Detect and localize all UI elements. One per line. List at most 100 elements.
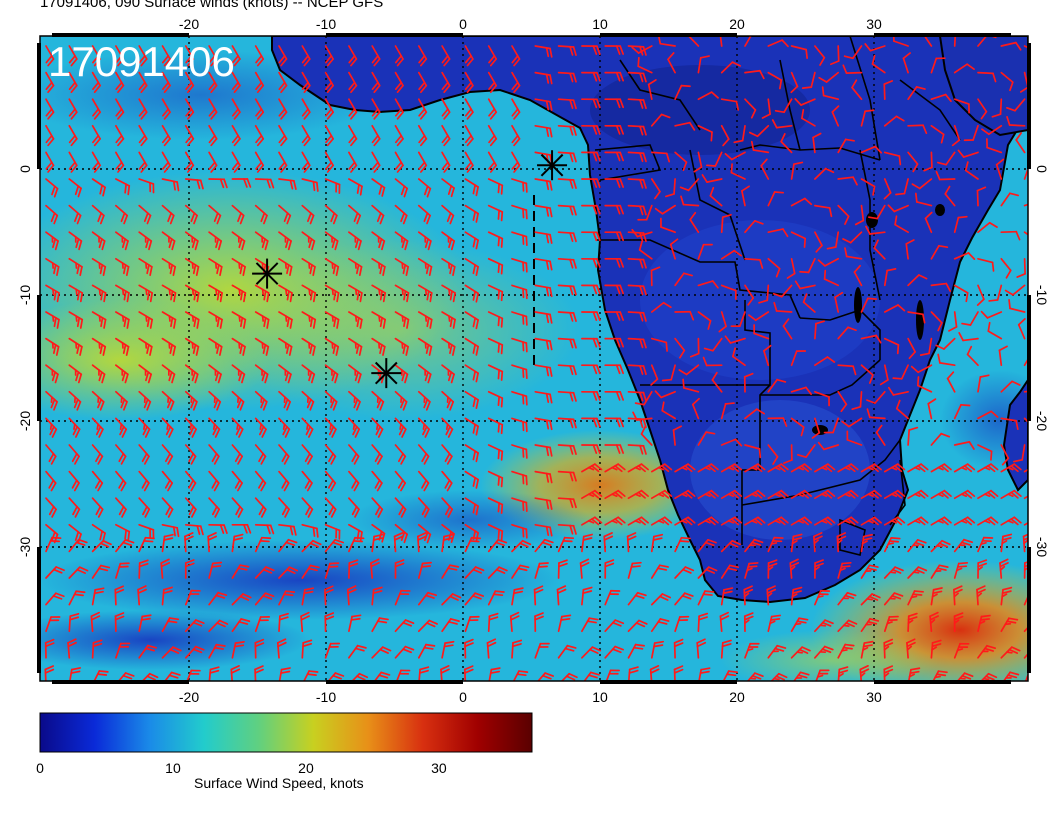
wind-barb xyxy=(627,390,647,402)
wind-barb xyxy=(278,612,289,633)
wind-barb xyxy=(394,178,408,198)
wind-barb xyxy=(930,282,952,292)
wind-barb xyxy=(581,98,601,109)
wind-barb xyxy=(487,590,505,606)
wind-barb xyxy=(394,619,415,633)
wind-barb xyxy=(581,151,601,162)
wind-barb xyxy=(986,138,1003,154)
wind-barb xyxy=(627,489,649,500)
wind-barb xyxy=(865,225,886,235)
wind-barb xyxy=(854,204,865,226)
wind-barb xyxy=(911,178,933,190)
wind-barb xyxy=(744,489,766,500)
wind-barb xyxy=(394,71,404,94)
wind-barb xyxy=(823,417,840,434)
wind-barb xyxy=(557,444,577,456)
wind-barb xyxy=(208,561,223,579)
wind-barb xyxy=(161,523,180,538)
wind-barb xyxy=(68,124,78,147)
wind-barb xyxy=(627,444,647,455)
wind-barb xyxy=(45,71,55,94)
wind-barb xyxy=(771,119,793,129)
wind-barb xyxy=(1013,444,1026,463)
wind-barb xyxy=(1000,586,1013,606)
wind-barb xyxy=(324,311,340,329)
wind-barb xyxy=(441,593,462,606)
wind-barb xyxy=(487,612,499,633)
wind-barbs xyxy=(44,36,1028,681)
wind-barb xyxy=(650,593,672,606)
wind-barb xyxy=(68,612,80,633)
wind-barb xyxy=(883,615,899,633)
wind-barb xyxy=(417,284,433,303)
wind-barb xyxy=(720,438,743,447)
wind-barb xyxy=(557,523,577,535)
wind-barb xyxy=(836,532,847,553)
wind-barb xyxy=(417,231,432,251)
storm-markers xyxy=(252,150,568,389)
wind-barb xyxy=(944,185,956,207)
wind-barb xyxy=(744,516,766,526)
wind-barb xyxy=(883,536,901,553)
wind-barb xyxy=(814,45,826,66)
wind-barb xyxy=(720,61,742,74)
wind-barb xyxy=(371,178,386,197)
wind-barb xyxy=(45,616,61,633)
wind-barb xyxy=(161,71,171,94)
wind-barb xyxy=(674,566,695,579)
wind-barb xyxy=(720,516,743,526)
wind-barb xyxy=(906,638,916,659)
madagascar xyxy=(1002,378,1028,492)
wind-barb xyxy=(138,311,153,329)
wind-barb xyxy=(394,311,410,329)
wind-barb xyxy=(649,664,660,681)
wind-barb xyxy=(767,516,789,526)
lon-tick-label: 0 xyxy=(459,689,467,705)
lat-axis-left: 0 -10 -20 -30 xyxy=(17,165,33,557)
wind-barb xyxy=(976,186,987,207)
wind-barb xyxy=(1017,318,1026,340)
wind-barb xyxy=(464,615,480,633)
wind-barb xyxy=(907,539,927,553)
wind-barb xyxy=(697,311,712,330)
wind-barb xyxy=(487,444,504,461)
wind-barb xyxy=(581,586,593,606)
frame-bar xyxy=(874,33,1011,37)
wind-barb xyxy=(744,408,765,420)
wind-barb xyxy=(45,124,55,147)
wind-barb xyxy=(511,539,532,553)
wind-patch xyxy=(40,300,270,420)
lat-tick-label: -30 xyxy=(17,537,33,557)
wind-barb xyxy=(161,617,180,633)
wind-barb xyxy=(953,403,971,420)
wind-barb xyxy=(923,151,933,172)
wind-barb xyxy=(464,311,479,330)
wind-barb xyxy=(1023,417,1028,431)
wind-barb xyxy=(301,497,314,518)
wind-barb xyxy=(953,538,973,553)
wind-barb xyxy=(837,390,848,413)
wind-barb xyxy=(184,497,197,518)
wind-barb xyxy=(730,163,746,180)
wind-barb xyxy=(999,558,1009,579)
wind-barb xyxy=(650,337,668,352)
wind-barb xyxy=(935,170,956,181)
wind-barb xyxy=(963,124,979,142)
wind-barb xyxy=(301,231,316,251)
frame-bar xyxy=(600,33,737,37)
wind-barb xyxy=(348,284,363,303)
wind-barb xyxy=(184,532,194,553)
wind-barb xyxy=(301,45,311,67)
wind-barb xyxy=(1000,444,1010,466)
wind-barb xyxy=(750,140,770,154)
wind-barb xyxy=(627,591,647,606)
colorbar-tick-label: 0 xyxy=(36,760,44,776)
wind-barb xyxy=(511,124,521,147)
wind-barb xyxy=(487,364,504,381)
wind-barb xyxy=(814,167,835,180)
wind-barb xyxy=(953,612,964,633)
wind-barb xyxy=(440,664,450,681)
wind-barb xyxy=(627,666,639,681)
wind-barb xyxy=(114,585,125,606)
wind-barb xyxy=(581,364,601,375)
